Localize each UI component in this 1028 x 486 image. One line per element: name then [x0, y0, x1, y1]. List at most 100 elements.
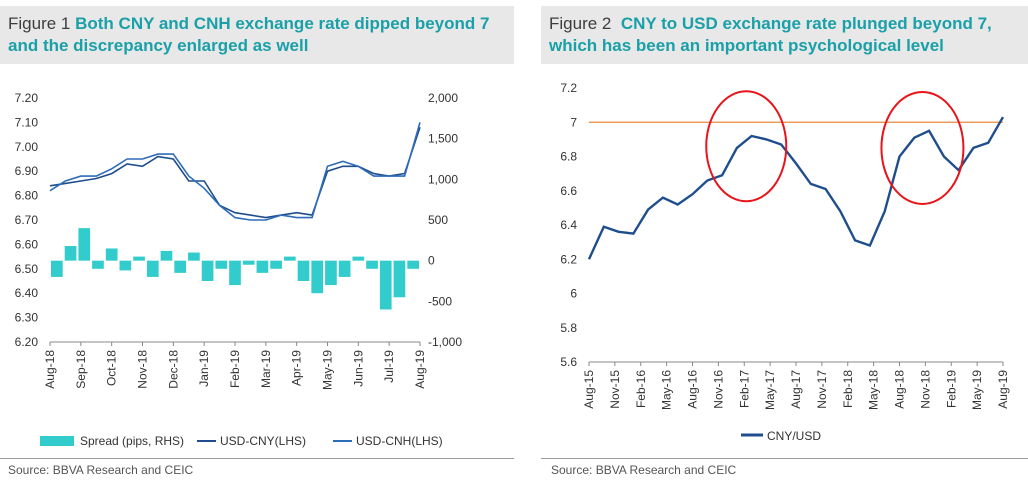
- spread-bar: [119, 260, 132, 271]
- figure1-panel: Figure 1 Both CNY and CNH exchange rate …: [0, 6, 514, 477]
- x-axis-tick-label: Oct-18: [105, 350, 119, 386]
- spread-bar: [160, 250, 173, 261]
- right-axis-tick-label: 2,000: [428, 91, 458, 105]
- spread-bar: [201, 260, 214, 281]
- figure1-source: Source: BBVA Research and CEIC: [8, 463, 194, 477]
- right-axis-tick-label: -1,000: [428, 335, 462, 349]
- spread-bar: [188, 252, 200, 261]
- figure2-source: Source: BBVA Research and CEIC: [551, 463, 737, 477]
- series-line-usd-cnh: [49, 122, 421, 221]
- x-axis-tick-label: Aug-18: [893, 370, 907, 409]
- x-axis-tick-label: May-17: [763, 370, 777, 410]
- figure1-header: Figure 1 Both CNY and CNH exchange rate …: [0, 6, 514, 64]
- spread-bar: [146, 260, 159, 277]
- annotation-ellipse-2018: [880, 90, 965, 205]
- x-axis-tick-label: May-18: [867, 370, 881, 410]
- spread-bar: [242, 260, 255, 265]
- spread-bar: [133, 256, 145, 261]
- x-axis-tick-label: Nov-15: [608, 370, 622, 409]
- spread-bar: [270, 260, 282, 269]
- figure1-source-divider: [0, 458, 514, 459]
- x-axis-tick-label: May-19: [970, 370, 984, 410]
- y-axis-tick-label: 6: [570, 287, 577, 301]
- spread-bar: [311, 260, 324, 294]
- spread-bar: [393, 260, 406, 298]
- figure2-source-divider: [541, 458, 1028, 459]
- figure1-title-text: Both CNY and CNH exchange rate dipped be…: [8, 14, 490, 55]
- left-axis-tick-label: 7.20: [15, 91, 39, 105]
- right-axis-tick-label: 1,500: [428, 132, 458, 146]
- x-axis-tick-label: Nov-17: [815, 370, 829, 409]
- left-axis-tick-label: 6.50: [15, 262, 39, 276]
- figure1-title: Figure 1 Both CNY and CNH exchange rate …: [8, 13, 503, 57]
- right-axis-tick-label: -500: [428, 294, 452, 308]
- spread-bar: [325, 260, 337, 286]
- left-axis-tick-label: 6.80: [15, 189, 39, 203]
- spread-bar: [105, 248, 118, 261]
- figure2-title: Figure 2 CNY to USD exchange rate plunge…: [549, 13, 1019, 57]
- x-axis-tick-label: Feb-18: [841, 370, 855, 408]
- series-line-cny-usd: [587, 116, 1005, 260]
- x-axis-tick-label: Jan-19: [197, 350, 211, 387]
- spread-bar: [174, 260, 187, 273]
- legend-cny-usd-label: CNY/USD: [767, 429, 821, 443]
- left-axis-tick-label: 7.10: [15, 115, 39, 129]
- x-axis-tick-label: Sep-18: [74, 350, 88, 389]
- y-axis-tick-label: 6.4: [560, 218, 577, 232]
- figure2-title-text: CNY to USD exchange rate plunged beyond …: [549, 14, 992, 55]
- spread-bar: [78, 228, 91, 261]
- y-axis-tick-label: 7: [570, 115, 577, 129]
- spread-bar: [64, 246, 77, 261]
- x-axis-tick-label: Aug-18: [43, 350, 57, 389]
- spread-bar: [379, 260, 392, 310]
- left-axis-tick-label: 6.40: [15, 286, 39, 300]
- y-axis-tick-label: 6.6: [560, 184, 577, 198]
- y-axis-tick-label: 5.6: [560, 355, 577, 369]
- annotation-ellipse-2017: [705, 90, 788, 203]
- x-axis-tick-label: Feb-16: [634, 370, 648, 408]
- x-axis-tick-label: Mar-19: [259, 350, 273, 388]
- spread-bar: [297, 260, 310, 281]
- figure1-chart: 7.20 7.10 7.00 6.90 6.80 6.70 6.60 6.50 6.40 6.30…: [15, 91, 463, 448]
- figure2-header: Figure 2 CNY to USD exchange rate plunge…: [541, 6, 1028, 64]
- left-axis-tick-label: 7.00: [15, 140, 39, 154]
- left-axis-tick-label: 6.60: [15, 237, 39, 251]
- spread-bar: [407, 260, 419, 269]
- right-axis-tick-label: 500: [428, 213, 448, 227]
- right-axis-tick-label: 1,000: [428, 172, 458, 186]
- spread-bar: [352, 256, 365, 261]
- right-axis-tick-label: 0: [428, 254, 435, 268]
- x-axis-tick-label: Dec-18: [166, 350, 180, 389]
- legend-spread-swatch: [40, 436, 74, 446]
- x-axis-tick-label: Jul-19: [382, 350, 396, 383]
- y-axis-tick-label: 6.2: [560, 252, 577, 266]
- y-axis-tick-label: 6.8: [560, 150, 577, 164]
- x-axis-tick-label: Aug-15: [582, 370, 596, 409]
- figure2-chart: 7.2 7 6.8 6.6 6.4 6.2 6 5.8 5.6 Aug-15 Nov-15 Feb-1…: [560, 81, 1010, 443]
- x-axis-tick-label: Aug-19: [413, 350, 427, 389]
- x-axis-tick-label: Aug-17: [789, 370, 803, 409]
- spread-bar: [256, 260, 269, 273]
- x-axis-tick-label: Aug-16: [686, 370, 700, 409]
- x-axis-tick-label: Nov-18: [918, 370, 932, 409]
- x-axis-tick-label: Apr-19: [290, 350, 304, 386]
- x-axis-tick-label: May-19: [321, 350, 335, 390]
- spread-bar: [92, 260, 104, 269]
- spread-bar: [51, 260, 63, 277]
- figure2-panel: Figure 2 CNY to USD exchange rate plunge…: [541, 0, 1028, 486]
- legend-spread-label: Spread (pips, RHS): [80, 434, 184, 448]
- x-axis-tick-label: Nov-16: [711, 370, 725, 409]
- legend-usd-cny-label: USD-CNY(LHS): [220, 434, 306, 448]
- left-axis-tick-label: 6.70: [15, 213, 39, 227]
- spread-bar: [229, 260, 241, 286]
- left-axis-tick-label: 6.20: [15, 335, 39, 349]
- spread-bar: [215, 260, 228, 269]
- left-axis-tick-label: 6.30: [15, 311, 39, 325]
- x-axis-tick-label: Feb-19: [228, 350, 242, 388]
- left-axis-tick-label: 6.90: [15, 164, 39, 178]
- x-axis-tick-label: Nov-18: [136, 350, 150, 389]
- figure2-label: Figure 2: [549, 14, 612, 33]
- x-axis-tick-label: May-16: [660, 370, 674, 410]
- x-axis-tick-label: Feb-19: [944, 370, 958, 408]
- y-axis-tick-label: 5.8: [560, 321, 577, 335]
